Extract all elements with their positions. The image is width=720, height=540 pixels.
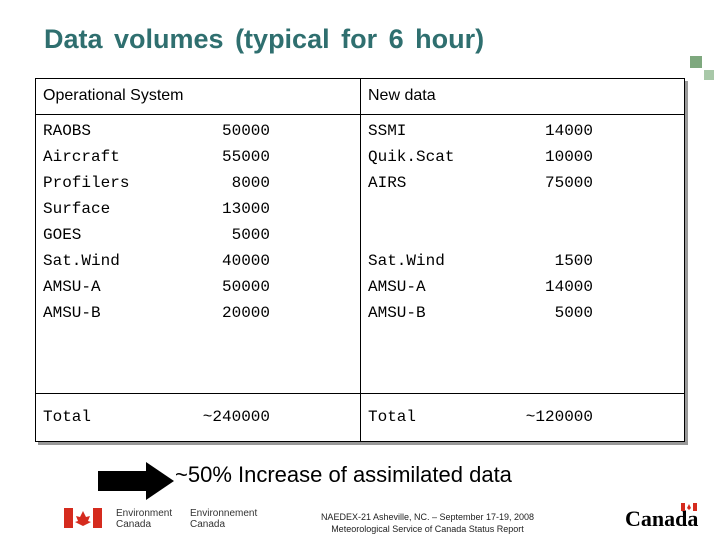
column-header: New data xyxy=(368,87,436,104)
cell-value: 5000 xyxy=(554,304,593,322)
cell-value: 75000 xyxy=(544,174,593,192)
logo-text: Environnement xyxy=(190,508,258,519)
cell-name: Profilers xyxy=(43,174,130,192)
logo-text: Canada xyxy=(116,519,152,530)
wordmark-flag xyxy=(681,503,697,511)
cell-value: 13000 xyxy=(221,200,270,218)
cell-value: 14000 xyxy=(544,278,593,296)
footnote-line: Meteorological Service of Canada Status … xyxy=(331,524,524,534)
title: Data volumes (typical for 6 hour) xyxy=(44,24,485,54)
logo-text: Environment xyxy=(116,508,173,519)
total-value: ~240000 xyxy=(202,408,270,426)
cell-value: 1500 xyxy=(554,252,593,270)
cell-name: Surface xyxy=(43,200,111,218)
cell-name: AIRS xyxy=(368,174,407,192)
cell-value: 50000 xyxy=(221,278,270,296)
cell-name: Sat.Wind xyxy=(43,252,120,270)
total-name: Total xyxy=(368,408,417,426)
cell-name: SSMI xyxy=(368,122,407,140)
cell-name: GOES xyxy=(43,226,82,244)
cell-value: 5000 xyxy=(231,226,270,244)
footnote-line: NAEDEX-21 Asheville, NC. – September 17-… xyxy=(320,512,535,522)
column-rule xyxy=(360,78,361,442)
cell-value: 10000 xyxy=(544,148,593,166)
cell-name: Quik.Scat xyxy=(368,148,455,166)
cell-value: 20000 xyxy=(221,304,270,322)
decor-square xyxy=(704,70,714,80)
logo-text: Canada xyxy=(190,519,226,530)
logo-en: Environment Canada xyxy=(116,508,172,530)
cell-name: AMSU-A xyxy=(368,278,426,296)
cell-name: Aircraft xyxy=(43,148,120,166)
footnote: NAEDEX-21 Asheville, NC. – September 17-… xyxy=(300,511,555,535)
cell-value: 40000 xyxy=(221,252,270,270)
cell-value: 55000 xyxy=(221,148,270,166)
wordmark: Canada xyxy=(625,506,699,531)
column-header: Operational System xyxy=(43,87,184,104)
cell-value: 14000 xyxy=(544,122,593,140)
cell-name: Sat.Wind xyxy=(368,252,445,270)
cell-value: 50000 xyxy=(221,122,270,140)
cell-name: RAOBS xyxy=(43,122,92,140)
total-name: Total xyxy=(43,408,92,426)
decor-square xyxy=(690,56,702,68)
logo-fr: Environnement Canada xyxy=(190,508,257,530)
arrow xyxy=(98,462,174,500)
flag-icon xyxy=(64,508,102,528)
cell-name: AMSU-A xyxy=(43,278,101,296)
cell-name: AMSU-B xyxy=(43,304,101,322)
cell-name: AMSU-B xyxy=(368,304,426,322)
total-value: ~120000 xyxy=(525,408,593,426)
conclusion: ~50% Increase of assimilated data xyxy=(175,462,512,487)
cell-value: 8000 xyxy=(231,174,270,192)
